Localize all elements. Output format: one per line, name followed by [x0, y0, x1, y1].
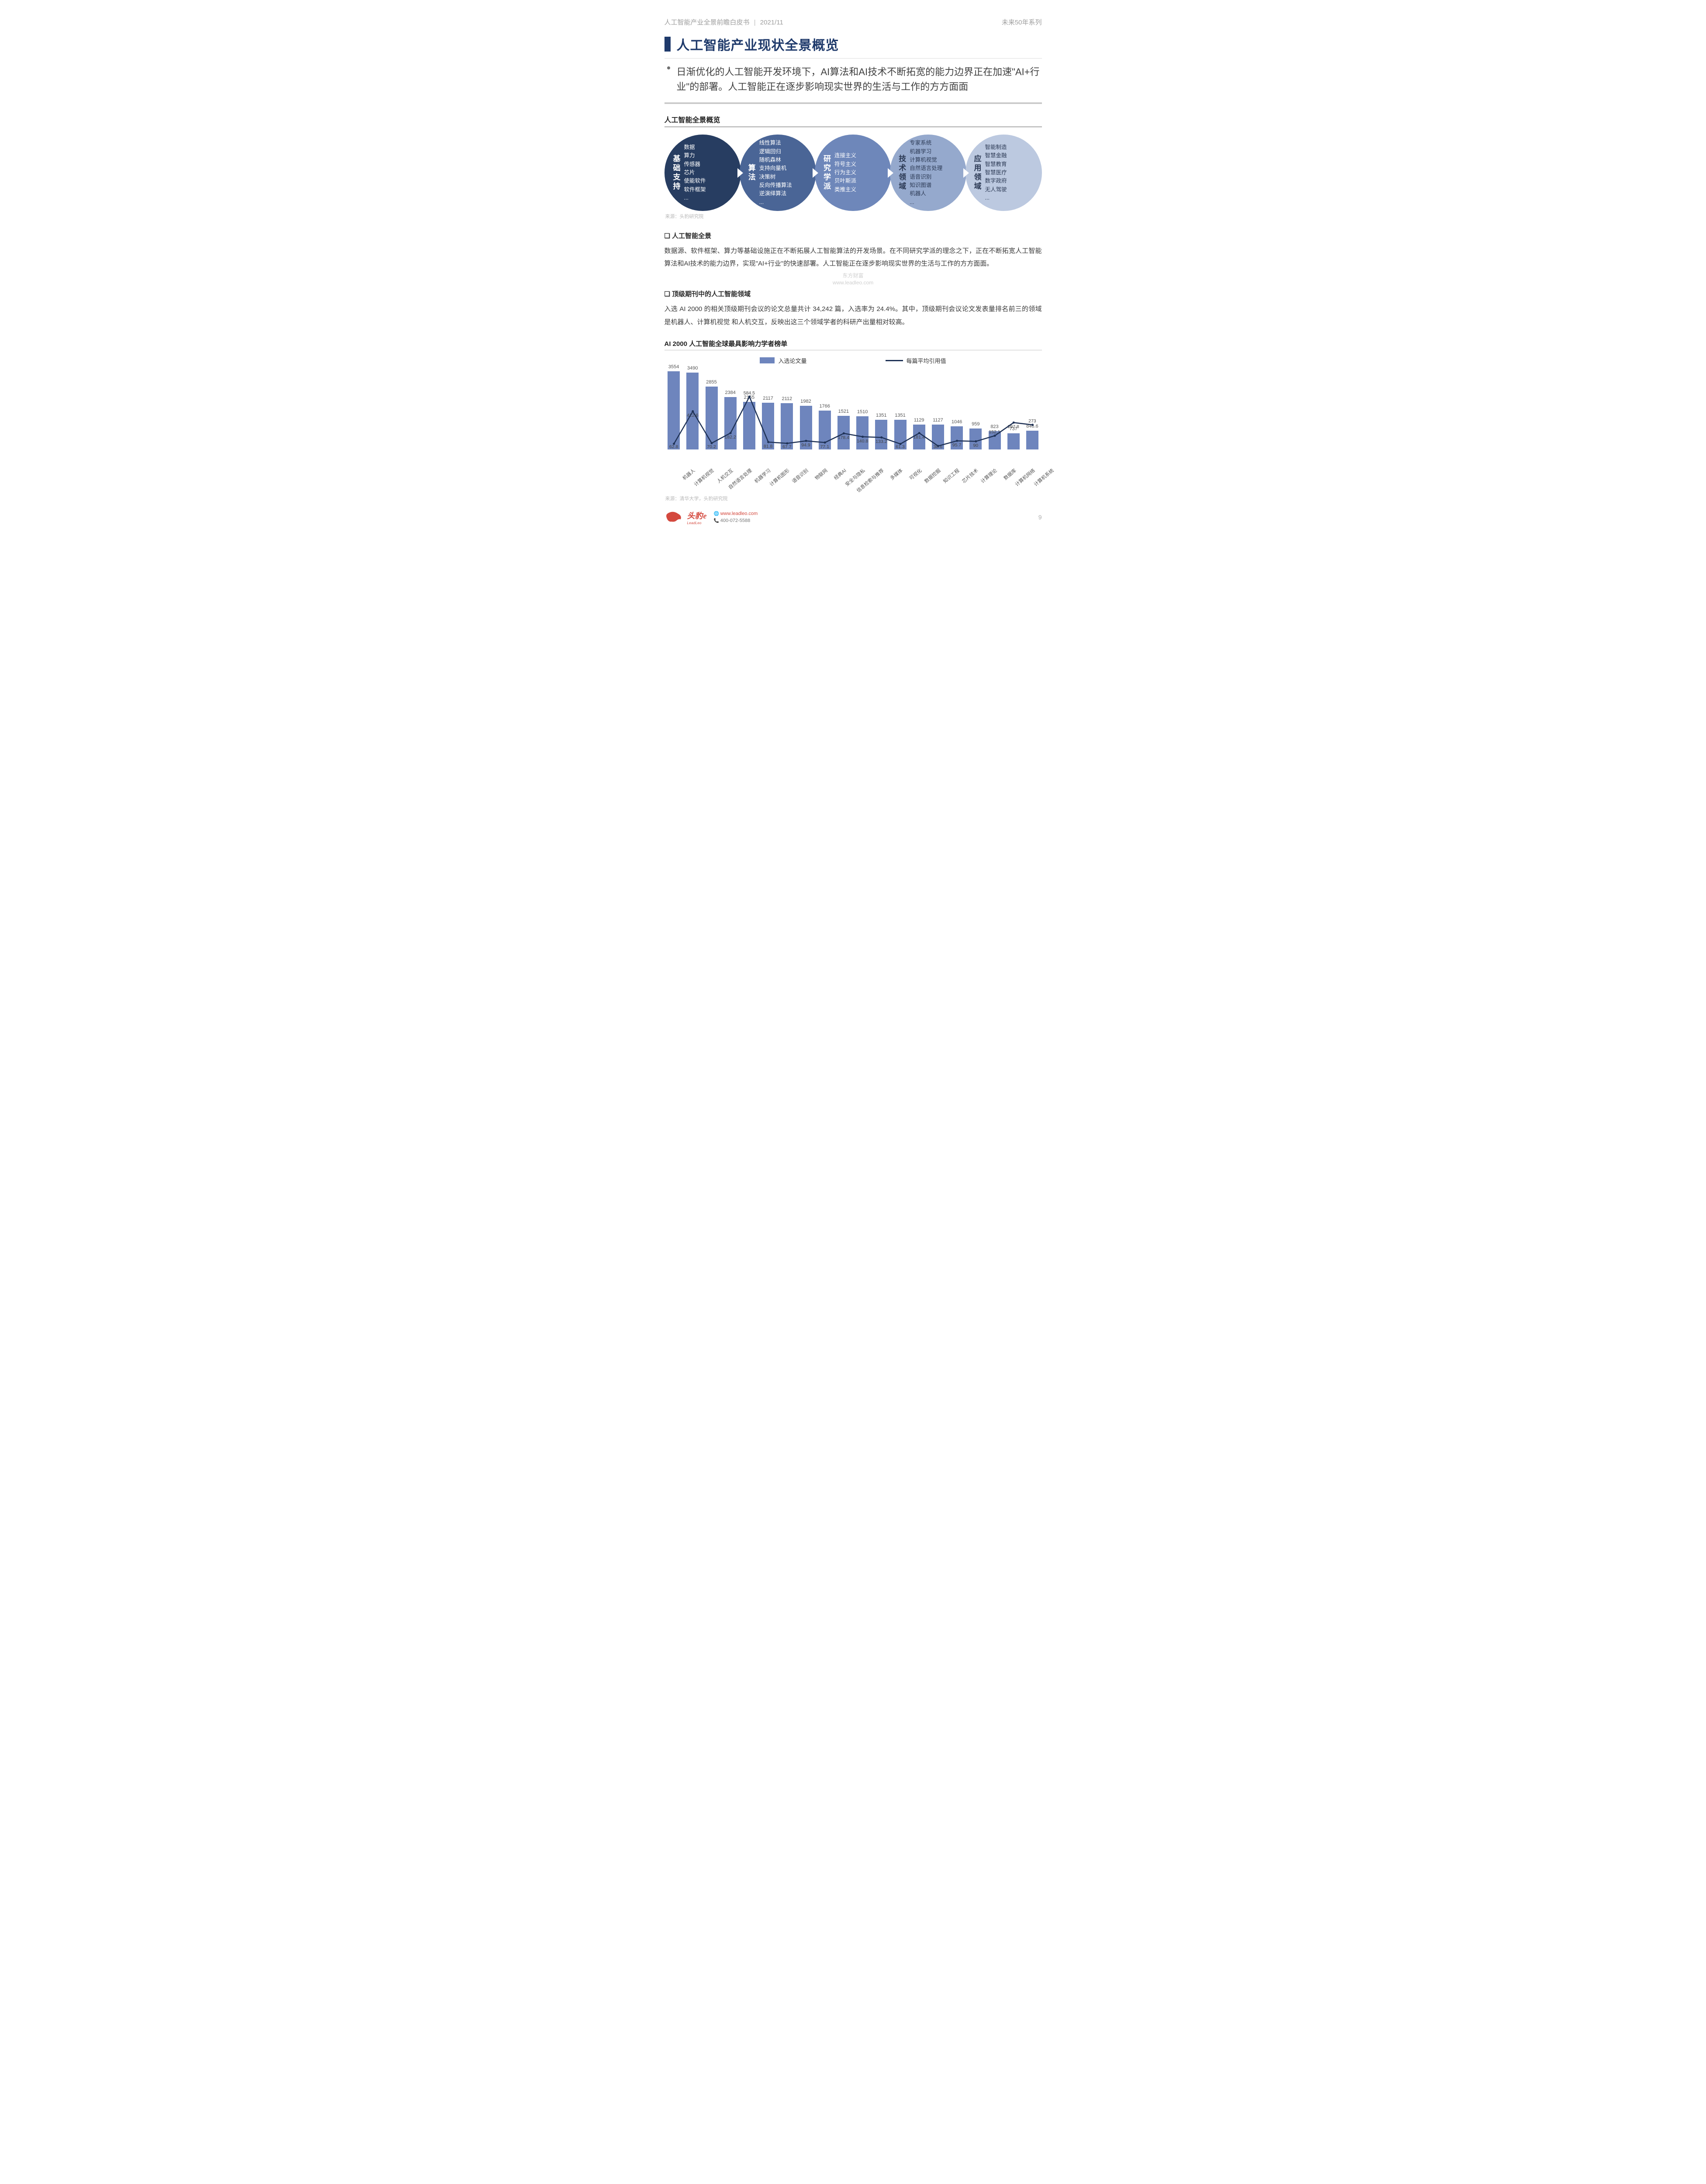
main-title: 人工智能产业现状全景概览	[677, 35, 839, 54]
line-value-label: 182.2	[720, 435, 741, 440]
circle-0: 基础支持数据算力传感器芯片使能软件软件框架...	[664, 135, 741, 211]
line-value-label: 77.1	[814, 444, 836, 449]
brand-cn: 头豹	[687, 511, 703, 520]
bar-rect	[724, 397, 737, 449]
bar-rect	[706, 387, 718, 449]
bar: 2155	[743, 402, 755, 449]
bar-value-label: 846.6	[1021, 424, 1043, 429]
line-value-label: 181.4	[908, 435, 930, 440]
circle-label: 应用领域	[972, 155, 983, 191]
circle-label: 研究学派	[821, 155, 832, 191]
circle-4: 应用领域智能制造智慧金融智慧教育智慧医疗数字政府无人驾驶...	[965, 135, 1042, 211]
bar-rect	[762, 403, 774, 449]
line-value-label: 62.8	[663, 444, 685, 449]
section-top-journals: 顶级期刊中的人工智能领域 入选 AI 2000 的相关顶级期刊会议的论文总量共计…	[664, 289, 1042, 328]
chart-legend: 入选论文量 每篇平均引用值	[664, 356, 1042, 365]
bar-rect	[819, 411, 831, 449]
doc-date: 2021/11	[760, 19, 783, 26]
bar: 1351	[875, 420, 887, 449]
circle-items: 数据算力传感器芯片使能软件软件框架...	[684, 143, 706, 203]
circle-label: 基础支持	[671, 155, 682, 191]
line-value-label: 133.2	[870, 439, 892, 444]
bar: 2112	[781, 403, 793, 449]
bar: 2384	[724, 397, 737, 449]
bar-line-chart: 355462.83490422.6285570.22384182.2215558…	[664, 368, 1042, 491]
bar: 2117	[762, 403, 774, 449]
circles-source: 来源：头豹研究院	[665, 213, 1042, 220]
section1-sub: 人工智能全景	[664, 231, 1042, 240]
chevron-right-icon	[737, 168, 743, 178]
bar-rect	[743, 402, 755, 449]
chevron-right-icon	[813, 168, 818, 178]
doc-series: 未来50年系列	[1002, 17, 1042, 27]
circle-label: 算法	[746, 164, 757, 182]
line-value-label: 422.6	[682, 413, 703, 418]
legend-bar-swatch	[760, 357, 775, 363]
bar: 2855	[706, 387, 718, 449]
bar-rect	[686, 373, 699, 449]
circle-items: 连接主义符号主义行为主义贝叶斯派类推主义	[834, 152, 856, 194]
bar: 3554	[668, 371, 680, 449]
section-ai-overview: 人工智能全景 数据源、软件框架、算力等基础设施正在不断拓展人工智能算法的开发场景…	[664, 231, 1042, 270]
bar: 1521	[837, 416, 850, 449]
chevron-right-icon	[963, 168, 969, 178]
line-value-label: 273	[1021, 418, 1043, 424]
legend-line-swatch	[886, 360, 903, 361]
bar-rect	[856, 416, 869, 449]
section2-sub: 顶级期刊中的人工智能领域	[664, 289, 1042, 298]
bar: 1510	[856, 416, 869, 449]
page-number: 9	[1038, 514, 1042, 521]
line-value-label: 584.5	[738, 390, 760, 396]
circle-flow-diagram: 基础支持数据算力传感器芯片使能软件软件框架...算法线性算法逻辑回归随机森林支持…	[664, 135, 1042, 211]
legend-bar-label: 入选论文量	[778, 356, 806, 365]
circle-items: 专家系统机器学习计算机视觉自然语言处理语音识别知识图谱机器人...	[910, 139, 942, 207]
bar-rect	[781, 403, 793, 449]
bar: 3490	[686, 373, 699, 449]
footer-tel: 400-072-5588	[714, 517, 758, 525]
brand-en: LeadLeo	[687, 521, 707, 525]
bar-value-label: 1766	[814, 404, 836, 409]
chevron-right-icon	[888, 168, 893, 178]
watermark: 东方财富 www.leadleo.com	[664, 272, 1042, 287]
summary-box: 日渐优化的人工智能开发环境下，AI算法和AI技术不断拓宽的能力边界正在加速"AI…	[664, 58, 1042, 103]
page-footer: 头豹e LeadLeo www.leadleo.com 400-072-5588…	[664, 507, 1042, 525]
bar: 1766	[819, 411, 831, 449]
bullet-icon	[667, 66, 670, 69]
x-axis-label: 机器人	[662, 467, 696, 498]
doc-title: 人工智能产业全景前瞻白皮书	[664, 19, 750, 26]
leopard-logo-icon	[664, 510, 683, 525]
bar: 737	[1007, 433, 1020, 449]
bar: 846.6	[1026, 431, 1038, 449]
page-header: 人工智能产业全景前瞻白皮书 | 2021/11 未来50年系列	[664, 17, 1042, 27]
circle-3: 技术领域专家系统机器学习计算机视觉自然语言处理语音识别知识图谱机器人...	[890, 135, 966, 211]
summary-text: 日渐优化的人工智能开发环境下，AI算法和AI技术不断拓宽的能力边界正在加速"AI…	[677, 65, 1040, 94]
circle-1: 算法线性算法逻辑回归随机森林支持向量机决策树反向传播算法逆演绎算法...	[740, 135, 816, 211]
circle-label: 技术领域	[896, 155, 907, 191]
bar-rect	[875, 420, 887, 449]
bar-rect	[668, 371, 680, 449]
circle-items: 线性算法逻辑回归随机森林支持向量机决策树反向传播算法逆演绎算法...	[759, 139, 792, 207]
overview-heading: 人工智能全景概览	[664, 114, 1042, 127]
bar-rect	[1007, 433, 1020, 449]
bar-rect	[837, 416, 850, 449]
title-accent-bar	[664, 37, 671, 52]
bar-value-label: 2855	[701, 380, 723, 385]
chart-title: AI 2000 人工智能全球最具影响力学者榜单	[664, 339, 1042, 350]
footer-url: www.leadleo.com	[714, 510, 758, 518]
line-value-label: 90	[965, 443, 986, 448]
line-value-label: 70.2	[701, 444, 723, 449]
section1-para: 数据源、软件框架、算力等基础设施正在不断拓展人工智能算法的开发场景。在不同研究学…	[664, 245, 1042, 270]
section2-para: 入选 AI 2000 的相关顶级期刊会议的论文总量共计 34,242 篇，入选率…	[664, 303, 1042, 328]
line-value-label: 61.3	[889, 444, 911, 449]
circle-2: 研究学派连接主义符号主义行为主义贝叶斯派类推主义	[815, 135, 891, 211]
main-title-row: 人工智能产业现状全景概览	[664, 35, 1042, 54]
brand-block: 头豹e LeadLeo www.leadleo.com 400-072-5588	[664, 510, 758, 525]
bar-rect	[1026, 431, 1038, 449]
circle-items: 智能制造智慧金融智慧教育智慧医疗数字政府无人驾驶...	[985, 143, 1007, 203]
legend-line-label: 每篇平均引用值	[907, 356, 946, 365]
bar-value-label: 3490	[682, 366, 703, 371]
